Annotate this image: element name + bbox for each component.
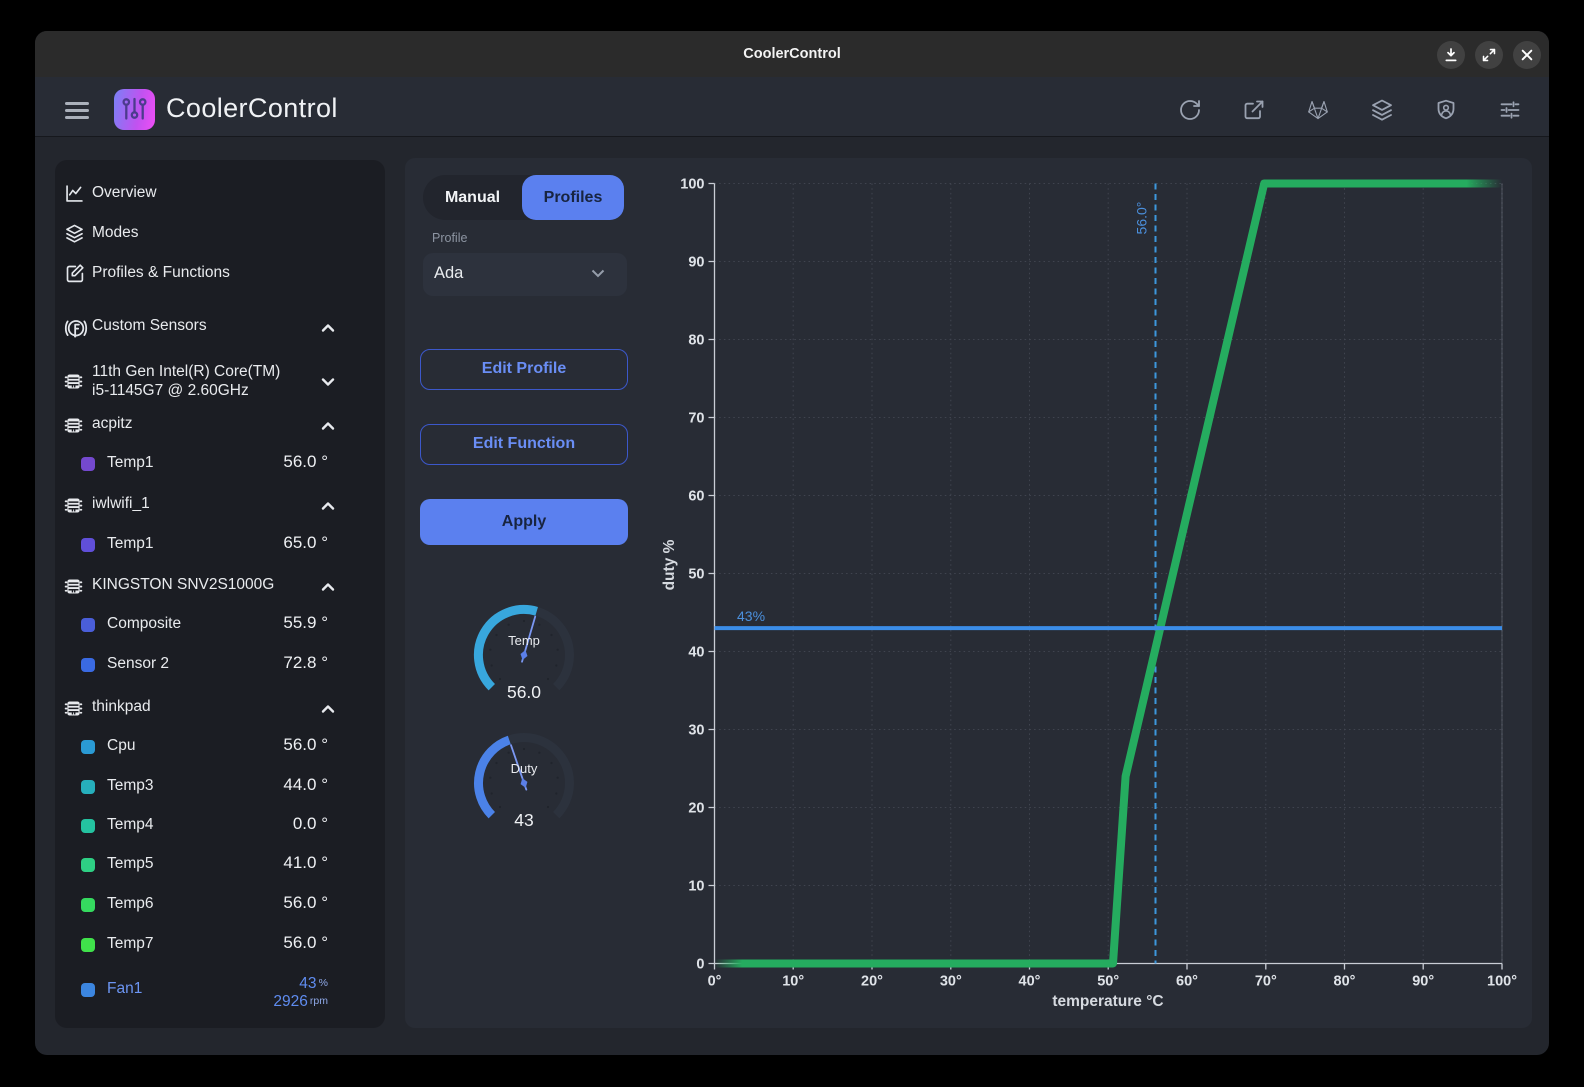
svg-text:Duty: Duty [511, 761, 538, 776]
svg-text:100: 100 [680, 177, 704, 193]
svg-text:50°: 50° [1097, 974, 1119, 990]
svg-text:43%: 43% [737, 608, 765, 624]
svg-text:0°: 0° [708, 974, 722, 990]
svg-text:50: 50 [688, 567, 704, 583]
svg-text:40: 40 [688, 645, 704, 661]
svg-text:30°: 30° [940, 974, 962, 990]
svg-text:70°: 70° [1255, 974, 1277, 990]
svg-text:43: 43 [514, 810, 533, 830]
svg-text:duty %: duty % [661, 539, 678, 590]
svg-text:60: 60 [688, 489, 704, 505]
svg-text:90°: 90° [1412, 974, 1434, 990]
svg-text:100°: 100° [1487, 974, 1517, 990]
svg-text:40°: 40° [1019, 974, 1041, 990]
svg-text:20: 20 [688, 801, 704, 817]
svg-text:56.0°: 56.0° [1134, 202, 1150, 235]
svg-text:30: 30 [688, 723, 704, 739]
svg-text:56.0: 56.0 [507, 682, 541, 702]
svg-text:20°: 20° [861, 974, 883, 990]
svg-text:10°: 10° [782, 974, 804, 990]
svg-text:80: 80 [688, 333, 704, 349]
svg-text:temperature °C: temperature °C [1052, 993, 1163, 1010]
svg-text:70: 70 [688, 411, 704, 427]
svg-text:Temp: Temp [508, 633, 540, 648]
svg-text:60°: 60° [1176, 974, 1198, 990]
svg-text:90: 90 [688, 255, 704, 271]
svg-text:10: 10 [688, 879, 704, 895]
svg-text:0: 0 [696, 957, 704, 973]
svg-text:80°: 80° [1334, 974, 1356, 990]
